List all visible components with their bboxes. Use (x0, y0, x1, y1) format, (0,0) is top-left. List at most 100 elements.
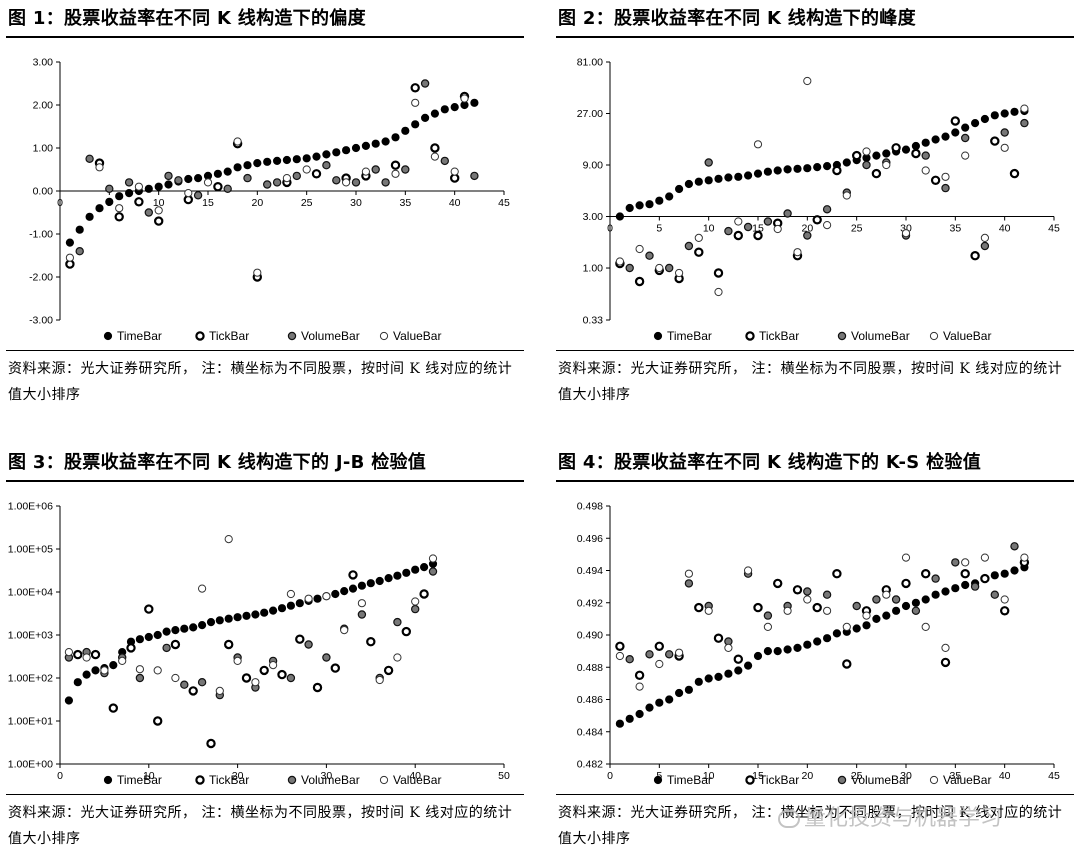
wechat-icon (778, 810, 800, 828)
data-point-volumebar (980, 241, 990, 251)
data-point-valuebar (1020, 104, 1029, 113)
data-point-timebar (1000, 109, 1009, 118)
data-point-tickbar (134, 197, 144, 207)
data-point-tickbar (812, 215, 822, 225)
data-point-timebar (684, 179, 693, 189)
data-point-volumebar (162, 643, 171, 653)
data-point-valuebar (980, 233, 989, 242)
data-point-valuebar (64, 648, 74, 657)
scatter-plot: -3.00-2.00-1.000.001.002.003.00051015202… (29, 57, 510, 344)
data-point-tickbar (348, 570, 358, 580)
x-tick-label: 45 (1048, 223, 1060, 235)
x-tick-label: 35 (949, 223, 961, 235)
data-point-timebar (263, 157, 272, 166)
data-point-timebar (332, 148, 341, 157)
data-point-timebar (852, 624, 861, 633)
data-point-tickbar (401, 626, 411, 637)
x-tick-label: 40 (999, 223, 1011, 235)
data-point-timebar (361, 141, 370, 151)
data-point-timebar (401, 126, 410, 135)
data-point-valuebar (615, 651, 625, 661)
data-point-valuebar (1020, 553, 1029, 562)
y-tick-label: 1.00E+02 (8, 673, 53, 685)
data-point-volumebar (292, 171, 301, 181)
data-point-valuebar (980, 553, 989, 562)
data-point-timebar (803, 640, 812, 649)
y-tick-label: -1.00 (29, 229, 53, 241)
data-point-volumebar (783, 209, 792, 218)
chart-title: 图 4：股票收益率在不同 K 线构造下的 K-S 检验值 (558, 452, 982, 473)
data-point-timebar (783, 645, 792, 654)
data-point-volumebar (990, 590, 999, 599)
data-point-valuebar (842, 191, 851, 200)
y-tick-label: 0.488 (577, 662, 603, 674)
data-point-valuebar (882, 590, 891, 599)
data-point-tickbar (921, 568, 931, 579)
data-point-timebar (198, 621, 207, 630)
legend-label: ValueBar (943, 329, 991, 343)
data-point-timebar (286, 601, 295, 610)
data-point-tickbar (213, 181, 223, 192)
watermark: 量化投资与机器学习 (778, 800, 1002, 832)
data-point-tickbar (144, 604, 154, 614)
data-point-tickbar (634, 670, 645, 680)
data-point-timebar (189, 623, 198, 632)
data-point-timebar (941, 132, 950, 141)
data-point-tickbar (792, 585, 803, 595)
legend-marker (379, 775, 389, 785)
data-point-timebar (381, 137, 390, 146)
title-rule (556, 36, 1074, 38)
x-tick-label: 45 (498, 197, 510, 209)
data-point-valuebar (803, 595, 812, 604)
data-point-timebar (242, 611, 251, 620)
data-point-timebar (1010, 107, 1019, 116)
data-point-tickbar (713, 268, 724, 278)
data-point-timebar (753, 169, 763, 178)
chart-title: 图 2：股票收益率在不同 K 线构造下的峰度 (558, 8, 916, 29)
data-point-valuebar (134, 182, 143, 191)
legend-marker (103, 775, 113, 785)
data-point-timebar (213, 169, 222, 178)
legend-label: TickBar (759, 329, 799, 343)
data-point-timebar (162, 627, 171, 636)
data-point-tickbar (295, 634, 305, 644)
title-rule (556, 480, 1074, 482)
data-point-timebar (430, 109, 439, 118)
data-point-timebar (862, 621, 871, 630)
data-point-tickbar (383, 665, 394, 676)
note-rule (556, 350, 1074, 351)
data-point-timebar (269, 606, 278, 615)
legend-marker (195, 775, 205, 785)
x-tick-label: 25 (301, 197, 313, 209)
data-point-valuebar (941, 172, 950, 181)
x-tick-label: 30 (900, 770, 912, 782)
data-point-timebar (421, 113, 430, 123)
y-tick-label: 0.498 (577, 501, 603, 513)
source-note: 资料来源：光大证券研究所， 注：横坐标为不同股票，按时间 K 线对应的统计值大小… (558, 361, 1063, 403)
data-point-timebar (125, 189, 134, 198)
data-point-volumebar (263, 180, 272, 189)
x-tick-label: 10 (143, 770, 155, 782)
data-point-valuebar (1000, 595, 1009, 604)
data-point-timebar (233, 613, 242, 622)
data-point-volumebar (470, 171, 479, 181)
data-point-valuebar (714, 287, 723, 297)
data-point-valuebar (450, 167, 459, 176)
data-point-timebar (65, 238, 75, 247)
data-point-valuebar (282, 174, 291, 183)
source-note: 资料来源：光大证券研究所， 注：横坐标为不同股票，按时间 K 线对应的统计值大小… (8, 361, 513, 403)
data-point-tickbar (277, 669, 287, 680)
data-point-timebar (675, 688, 684, 698)
data-point-timebar (951, 128, 960, 137)
data-point-valuebar (901, 229, 911, 238)
data-point-volumebar (645, 650, 654, 659)
x-tick-label: 40 (449, 197, 461, 209)
data-point-timebar (842, 158, 851, 167)
data-point-tickbar (419, 589, 429, 599)
data-point-volumebar (371, 165, 380, 174)
data-point-timebar (411, 565, 420, 574)
data-point-volumebar (1000, 128, 1009, 137)
data-point-volumebar (625, 263, 634, 273)
y-tick-label: 3.00 (33, 57, 54, 69)
data-point-timebar (753, 651, 763, 661)
